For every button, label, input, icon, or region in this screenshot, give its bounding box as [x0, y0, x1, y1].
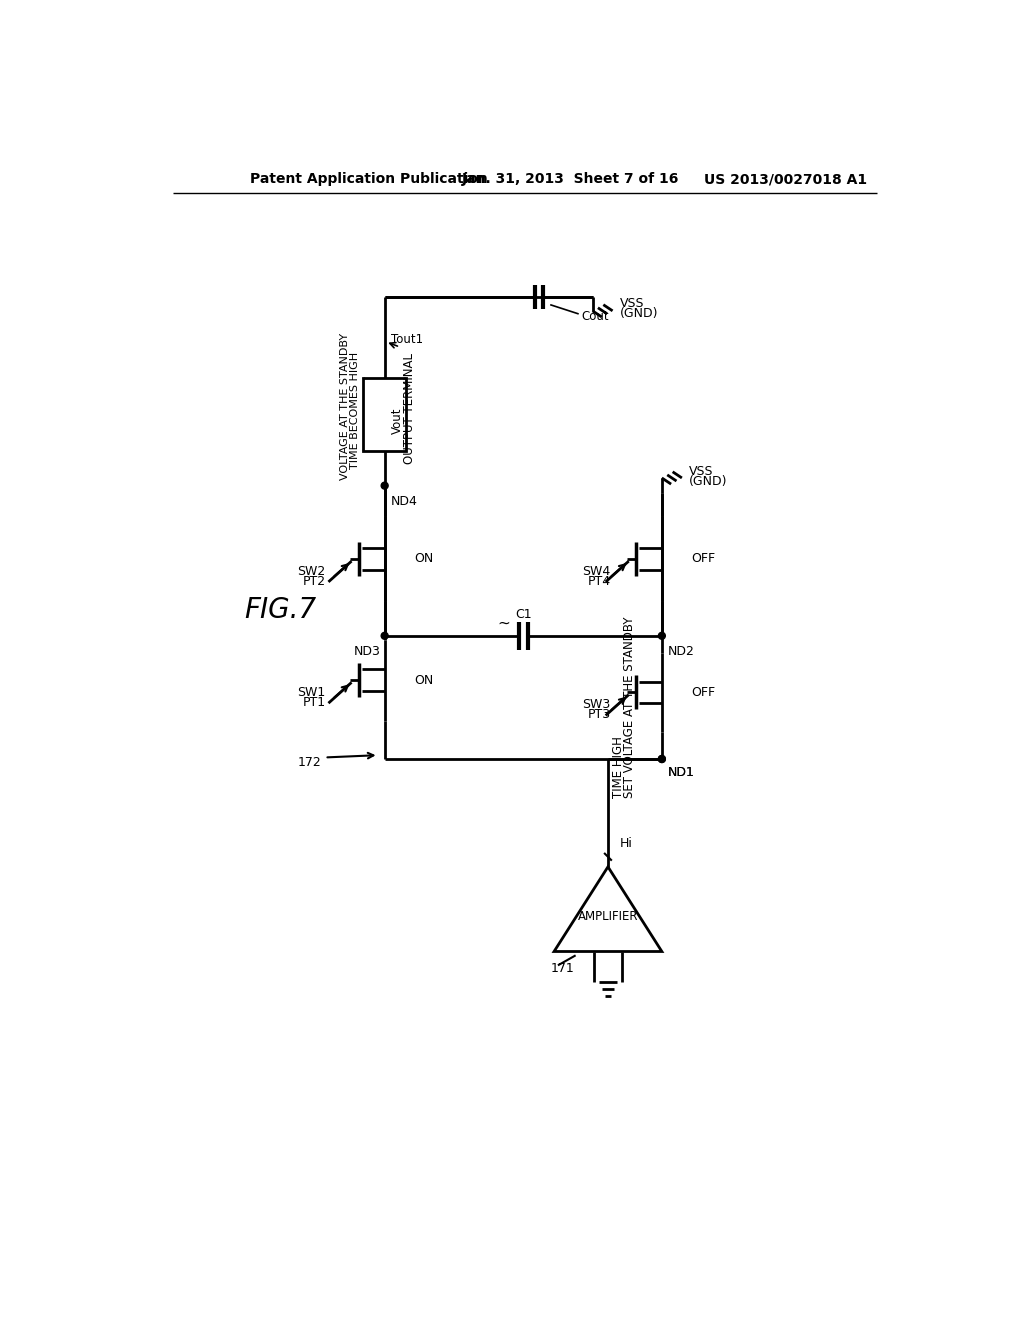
Text: (GND): (GND) — [620, 308, 658, 321]
Text: Vout: Vout — [390, 408, 403, 434]
Text: 172: 172 — [298, 756, 322, 770]
Bar — [364, 378, 406, 451]
Text: ND4: ND4 — [391, 495, 418, 508]
Text: SW4: SW4 — [583, 565, 610, 578]
Text: SW3: SW3 — [583, 698, 610, 711]
Text: SET VOLTAGE AT THE STANDBY: SET VOLTAGE AT THE STANDBY — [623, 616, 636, 797]
Circle shape — [381, 632, 388, 639]
Text: TIME BECOMES HIGH: TIME BECOMES HIGH — [350, 352, 360, 469]
Text: Patent Application Publication: Patent Application Publication — [250, 172, 487, 186]
Text: SW1: SW1 — [297, 686, 326, 698]
Text: PT4: PT4 — [588, 574, 611, 587]
Text: ~: ~ — [498, 616, 510, 631]
Circle shape — [658, 755, 666, 763]
Text: VSS: VSS — [620, 297, 644, 310]
Text: FIG.7: FIG.7 — [245, 597, 316, 624]
Text: PT3: PT3 — [588, 709, 611, 721]
Text: OFF: OFF — [691, 686, 715, 698]
Text: PT1: PT1 — [303, 696, 327, 709]
Text: SW2: SW2 — [297, 565, 326, 578]
Polygon shape — [554, 867, 662, 952]
Text: ON: ON — [414, 673, 433, 686]
Circle shape — [658, 755, 666, 763]
Text: ND2: ND2 — [668, 644, 695, 657]
Text: VSS: VSS — [689, 465, 714, 478]
Text: OFF: OFF — [691, 552, 715, 565]
Text: AMPLIFIER: AMPLIFIER — [578, 911, 638, 924]
Text: Tout1: Tout1 — [391, 333, 423, 346]
Text: ON: ON — [414, 552, 433, 565]
Text: Cout: Cout — [581, 310, 608, 323]
Text: (GND): (GND) — [689, 475, 727, 488]
Text: ND1: ND1 — [668, 767, 695, 779]
Text: ND3: ND3 — [354, 644, 381, 657]
Text: Jan. 31, 2013  Sheet 7 of 16: Jan. 31, 2013 Sheet 7 of 16 — [462, 172, 679, 186]
Circle shape — [381, 482, 388, 490]
Text: ND1: ND1 — [668, 767, 695, 779]
Text: TIME HIGH: TIME HIGH — [612, 735, 626, 797]
Text: C1: C1 — [515, 607, 531, 620]
Circle shape — [658, 632, 666, 639]
Text: US 2013/0027018 A1: US 2013/0027018 A1 — [705, 172, 867, 186]
Text: 171: 171 — [550, 962, 574, 975]
Text: VOLTAGE AT THE STANDBY: VOLTAGE AT THE STANDBY — [340, 333, 349, 480]
Text: PT2: PT2 — [303, 574, 327, 587]
Text: Hi: Hi — [620, 837, 633, 850]
Text: OUTPUT TERMINAL: OUTPUT TERMINAL — [402, 352, 416, 463]
